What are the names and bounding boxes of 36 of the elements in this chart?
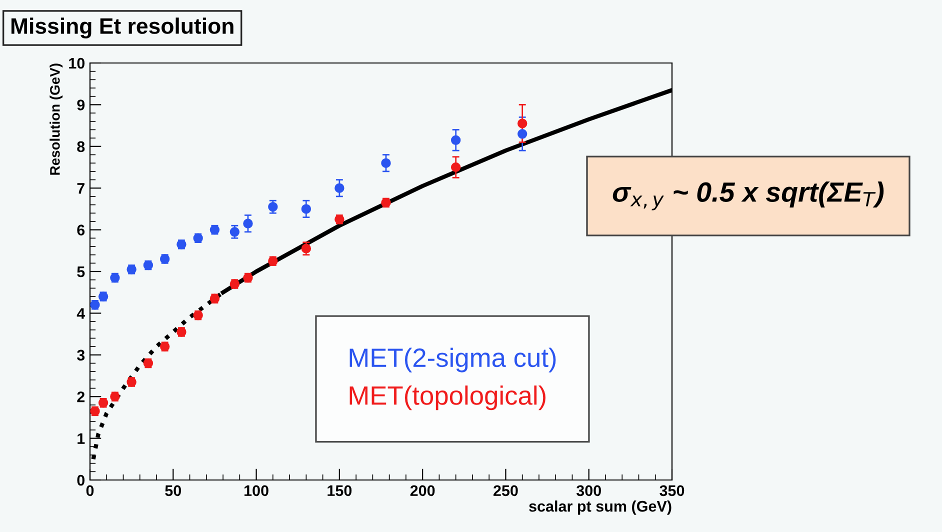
point	[450, 162, 461, 172]
x-tick-label: 100	[244, 485, 268, 496]
point	[517, 129, 528, 139]
point	[334, 183, 344, 193]
x-tick-label: 250	[494, 485, 518, 496]
point	[517, 118, 528, 128]
point	[243, 218, 253, 228]
x-tick-label: 200	[410, 485, 435, 496]
chart-title: Missing Et resolution	[11, 18, 234, 38]
x-tick-label: 350	[660, 485, 684, 496]
y-tick-label: 6	[77, 224, 85, 236]
x-tick-label: 150	[328, 485, 352, 496]
y-tick-label: 9	[77, 100, 85, 110]
y-tick-label: 7	[77, 183, 84, 194]
point	[450, 135, 461, 146]
point	[268, 202, 278, 212]
point	[230, 227, 240, 237]
y-tick-label: 8	[77, 141, 85, 152]
y-tick-label: 5	[77, 266, 85, 278]
point	[301, 204, 312, 214]
annotation: σ$_{x,y}$ ~ 0.5 x sqrt(ΣE$_{T}$)	[612, 182, 884, 210]
point	[381, 158, 391, 168]
x-tick-label: 0	[86, 485, 94, 496]
y-tick-label: 4	[76, 308, 86, 319]
text: MET(topological)	[350, 386, 546, 410]
y-axis-title: Resolution (GeV)	[50, 64, 63, 175]
y-tick-label: 0	[77, 474, 85, 486]
y-tick-label: 1	[78, 433, 85, 444]
y-tick-label: 2	[77, 391, 85, 402]
x-tick-label: 50	[165, 485, 182, 496]
text: MET(2-sigma cut)	[350, 348, 556, 372]
y-tick-label: 10	[69, 58, 85, 69]
x-tick-label: 300	[576, 485, 601, 496]
y-tick-label: 3	[76, 350, 85, 361]
x-axis-title: scalar pt sum (GeV)	[529, 500, 672, 515]
point	[301, 244, 312, 254]
